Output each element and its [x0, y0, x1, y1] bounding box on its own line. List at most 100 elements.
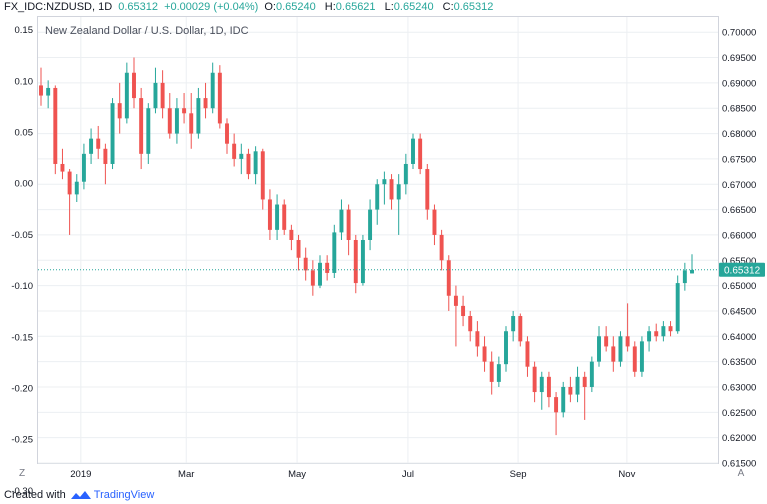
candle-body	[661, 326, 666, 337]
symbol-label[interactable]: FX_IDC:NZDUSD, 1D	[4, 1, 113, 13]
candle-body	[153, 82, 158, 109]
auto-scale-button[interactable]: A	[738, 468, 745, 479]
candle-body	[174, 108, 179, 134]
candle-body	[482, 346, 487, 362]
candle-body	[561, 386, 566, 413]
candle-body	[139, 98, 144, 154]
candle-body	[453, 295, 458, 306]
chart-title: New Zealand Dollar / U.S. Dollar, 1D, ID…	[45, 25, 249, 37]
candle-body	[654, 331, 659, 337]
right-axis-tick: 0.70000	[722, 28, 756, 39]
candle-body	[189, 113, 194, 134]
candle-body	[117, 103, 122, 119]
left-axis-tick: 0.05	[15, 128, 34, 139]
candle-body	[604, 336, 609, 347]
right-axis-tick: 0.66000	[722, 230, 756, 241]
candle-body	[239, 153, 244, 159]
last-price-value: 0.65312	[118, 1, 159, 13]
candles	[39, 57, 694, 436]
candle-body	[504, 331, 508, 365]
left-axis-tick: 0.15	[15, 25, 34, 36]
time-axis-tick: May	[288, 469, 306, 480]
low-label: L:	[384, 1, 394, 13]
candle-body	[554, 397, 559, 413]
candle-body	[589, 361, 594, 387]
candle-body	[518, 316, 523, 342]
candle-body	[325, 262, 330, 273]
candle-body	[103, 148, 108, 164]
candle-body	[611, 346, 616, 362]
tradingview-link[interactable]: TradingView	[93, 489, 155, 501]
time-axis-tick: 2019	[70, 469, 91, 480]
left-axis-tick: -0.05	[11, 230, 33, 241]
candle-body	[124, 72, 129, 119]
candle-body	[89, 138, 94, 154]
right-axis-tick: 0.63500	[722, 357, 756, 368]
created-with-text: Created with	[4, 489, 66, 501]
left-axis[interactable]: 0.200.150.100.050.00-0.05-0.10-0.15-0.20…	[11, 0, 33, 497]
candle-body	[253, 151, 258, 175]
candle-body	[597, 336, 601, 362]
left-axis-mode-button[interactable]: Z	[19, 468, 25, 479]
candle-body	[310, 270, 315, 286]
candle-body	[668, 326, 673, 332]
candle-body	[267, 199, 272, 230]
candle-body	[396, 184, 401, 200]
candle-body	[375, 184, 380, 210]
right-axis-tick: 0.69500	[722, 53, 756, 64]
right-axis-tick: 0.67000	[722, 180, 756, 191]
candle-body	[318, 262, 322, 286]
left-axis-tick: -0.10	[11, 281, 33, 292]
candle-body	[625, 336, 630, 347]
time-axis[interactable]: 2019 Mar May Jul Sep Nov	[70, 469, 635, 480]
candle-body	[210, 72, 215, 109]
candle-body	[96, 138, 101, 149]
candle-body	[411, 138, 415, 164]
candle-body	[568, 386, 573, 395]
right-axis-tick: 0.62500	[722, 408, 756, 419]
time-axis-tick: Sep	[510, 469, 527, 480]
right-axis[interactable]: 0.70000 0.69500 0.69000 0.68500 0.68000 0.675…	[722, 28, 756, 470]
candle-body	[546, 376, 551, 398]
candle-body	[353, 240, 358, 284]
candle-body	[639, 341, 644, 372]
candle-body	[461, 305, 466, 317]
right-axis-tick: 0.64500	[722, 306, 756, 317]
candle-body	[511, 316, 516, 332]
candle-body	[53, 87, 58, 164]
right-axis-tick: 0.65000	[722, 281, 756, 292]
right-axis-tick: 0.68500	[722, 104, 756, 115]
candle-body	[246, 153, 251, 175]
candle-body	[225, 123, 229, 144]
tradingview-logo-icon[interactable]	[70, 490, 92, 500]
candle-body	[332, 232, 337, 273]
candle-body	[489, 361, 494, 382]
high-label: H:	[324, 1, 336, 13]
time-axis-tick: Jul	[402, 469, 414, 480]
symbol-header: FX_IDC:NZDUSD, 1D 0.65312 +0.00029 (+0.0…	[4, 1, 499, 13]
candle-body	[339, 209, 344, 233]
grid-lines	[38, 17, 718, 464]
candle-body	[475, 331, 480, 347]
left-axis-tick: -0.30	[11, 486, 33, 497]
right-axis-tick: 0.68000	[722, 129, 756, 140]
candle-body	[39, 85, 43, 96]
candle-body	[382, 179, 387, 185]
last-price-label-bg	[719, 262, 765, 277]
candle-body	[346, 209, 351, 240]
candle-body	[632, 346, 637, 372]
right-axis-tick: 0.69000	[722, 78, 756, 89]
high-value: 0.65621	[335, 1, 376, 13]
candle-body	[496, 364, 501, 382]
candle-body	[403, 163, 408, 185]
right-axis-tick: 0.63000	[722, 382, 756, 393]
change-value: +0.00029 (+0.04%)	[164, 1, 259, 13]
left-axis-tick: -0.15	[11, 332, 33, 343]
candle-body	[282, 204, 287, 230]
candle-body	[160, 82, 165, 109]
time-axis-tick: Mar	[178, 469, 194, 480]
candle-body	[132, 72, 136, 99]
left-axis-tick: -0.25	[11, 435, 33, 446]
plot-border	[37, 16, 719, 464]
